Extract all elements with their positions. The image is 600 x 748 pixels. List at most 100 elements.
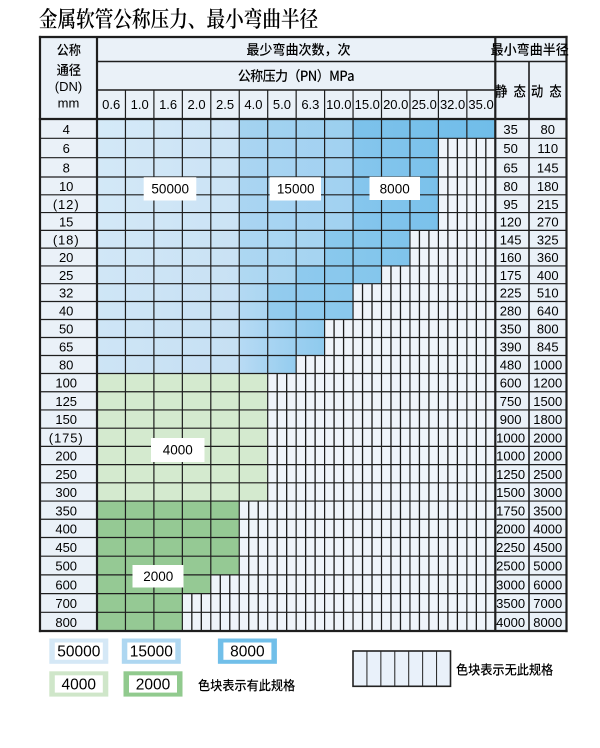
svg-text:1200: 1200 bbox=[533, 376, 562, 391]
svg-text:390: 390 bbox=[500, 340, 522, 355]
svg-text:25: 25 bbox=[59, 268, 73, 283]
svg-text:110: 110 bbox=[537, 141, 558, 156]
svg-text:4500: 4500 bbox=[533, 540, 562, 555]
svg-text:50000: 50000 bbox=[151, 182, 189, 197]
svg-text:15000: 15000 bbox=[130, 644, 173, 661]
svg-text:2000: 2000 bbox=[533, 449, 562, 464]
svg-text:15: 15 bbox=[59, 215, 73, 230]
svg-text:(175): (175) bbox=[49, 430, 84, 445]
svg-text:270: 270 bbox=[537, 215, 559, 230]
svg-text:510: 510 bbox=[537, 286, 559, 301]
svg-text:400: 400 bbox=[537, 268, 559, 283]
svg-text:65: 65 bbox=[503, 160, 517, 175]
svg-text:215: 215 bbox=[537, 197, 559, 212]
svg-text:10.0: 10.0 bbox=[326, 97, 351, 112]
svg-text:80: 80 bbox=[503, 179, 517, 194]
svg-text:20: 20 bbox=[59, 250, 73, 265]
svg-text:300: 300 bbox=[55, 485, 77, 500]
svg-text:600: 600 bbox=[55, 577, 77, 592]
svg-text:2000: 2000 bbox=[136, 677, 171, 694]
svg-text:5.0: 5.0 bbox=[273, 97, 291, 112]
svg-text:(12): (12) bbox=[53, 197, 80, 212]
svg-text:25.0: 25.0 bbox=[412, 97, 437, 112]
svg-text:4000: 4000 bbox=[496, 615, 525, 630]
svg-text:145: 145 bbox=[537, 160, 559, 175]
svg-text:4000: 4000 bbox=[62, 677, 97, 694]
svg-text:325: 325 bbox=[537, 232, 559, 247]
svg-text:2250: 2250 bbox=[496, 540, 525, 555]
svg-text:1250: 1250 bbox=[496, 467, 525, 482]
svg-text:1000: 1000 bbox=[496, 430, 525, 445]
svg-text:32.0: 32.0 bbox=[440, 97, 465, 112]
svg-text:1.6: 1.6 bbox=[159, 97, 177, 112]
svg-text:8000: 8000 bbox=[230, 644, 265, 661]
svg-text:3500: 3500 bbox=[496, 596, 525, 611]
svg-text:6: 6 bbox=[63, 141, 70, 156]
svg-text:(18): (18) bbox=[53, 232, 80, 247]
svg-text:4: 4 bbox=[63, 122, 70, 137]
svg-text:35.0: 35.0 bbox=[468, 97, 493, 112]
svg-text:2.5: 2.5 bbox=[216, 97, 234, 112]
svg-text:2000: 2000 bbox=[533, 430, 562, 445]
svg-text:8000: 8000 bbox=[380, 182, 410, 197]
svg-text:350: 350 bbox=[500, 322, 522, 337]
svg-text:1000: 1000 bbox=[496, 449, 525, 464]
svg-text:120: 120 bbox=[500, 215, 522, 230]
svg-text:95: 95 bbox=[503, 197, 517, 212]
svg-text:4000: 4000 bbox=[163, 443, 193, 458]
svg-text:8: 8 bbox=[63, 160, 70, 175]
svg-text:15.0: 15.0 bbox=[355, 97, 380, 112]
svg-text:6.3: 6.3 bbox=[301, 97, 319, 112]
svg-text:2.0: 2.0 bbox=[188, 97, 206, 112]
svg-text:2000: 2000 bbox=[496, 521, 525, 536]
svg-text:350: 350 bbox=[55, 503, 77, 518]
svg-text:700: 700 bbox=[55, 596, 77, 611]
svg-text:8000: 8000 bbox=[533, 615, 562, 630]
svg-text:450: 450 bbox=[55, 540, 77, 555]
svg-text:15000: 15000 bbox=[277, 182, 315, 197]
svg-text:20.0: 20.0 bbox=[383, 97, 408, 112]
svg-text:50: 50 bbox=[59, 322, 73, 337]
svg-text:80: 80 bbox=[59, 358, 73, 373]
svg-text:4000: 4000 bbox=[533, 521, 562, 536]
svg-text:3500: 3500 bbox=[533, 503, 562, 518]
svg-text:3000: 3000 bbox=[533, 485, 562, 500]
svg-text:180: 180 bbox=[537, 179, 559, 194]
svg-text:80: 80 bbox=[541, 122, 555, 137]
svg-text:600: 600 bbox=[500, 376, 522, 391]
svg-text:800: 800 bbox=[55, 615, 77, 630]
svg-text:1800: 1800 bbox=[533, 412, 562, 427]
svg-text:(DN): (DN) bbox=[55, 79, 82, 94]
svg-text:150: 150 bbox=[55, 412, 77, 427]
svg-text:2500: 2500 bbox=[533, 467, 562, 482]
svg-text:480: 480 bbox=[500, 358, 522, 373]
svg-text:225: 225 bbox=[500, 286, 522, 301]
svg-text:2000: 2000 bbox=[143, 569, 173, 584]
svg-text:400: 400 bbox=[55, 521, 77, 536]
svg-text:1000: 1000 bbox=[533, 358, 562, 373]
svg-text:800: 800 bbox=[537, 322, 559, 337]
svg-text:250: 250 bbox=[55, 467, 77, 482]
svg-text:5000: 5000 bbox=[533, 559, 562, 574]
svg-text:10: 10 bbox=[59, 179, 73, 194]
svg-text:200: 200 bbox=[55, 449, 77, 464]
svg-text:900: 900 bbox=[500, 412, 522, 427]
svg-text:175: 175 bbox=[500, 268, 522, 283]
svg-text:mm: mm bbox=[58, 95, 80, 110]
svg-text:7000: 7000 bbox=[533, 596, 562, 611]
svg-text:125: 125 bbox=[55, 394, 77, 409]
svg-text:65: 65 bbox=[59, 340, 73, 355]
svg-text:845: 845 bbox=[537, 340, 559, 355]
svg-text:32: 32 bbox=[59, 286, 73, 301]
svg-text:500: 500 bbox=[55, 559, 77, 574]
svg-text:1500: 1500 bbox=[496, 485, 525, 500]
svg-text:145: 145 bbox=[500, 232, 522, 247]
svg-text:640: 640 bbox=[537, 304, 559, 319]
svg-text:50: 50 bbox=[503, 141, 517, 156]
svg-text:1.0: 1.0 bbox=[131, 97, 149, 112]
svg-text:0.6: 0.6 bbox=[102, 97, 120, 112]
svg-text:280: 280 bbox=[500, 304, 522, 319]
svg-text:3000: 3000 bbox=[496, 577, 525, 592]
svg-text:40: 40 bbox=[59, 304, 73, 319]
svg-text:6000: 6000 bbox=[533, 577, 562, 592]
